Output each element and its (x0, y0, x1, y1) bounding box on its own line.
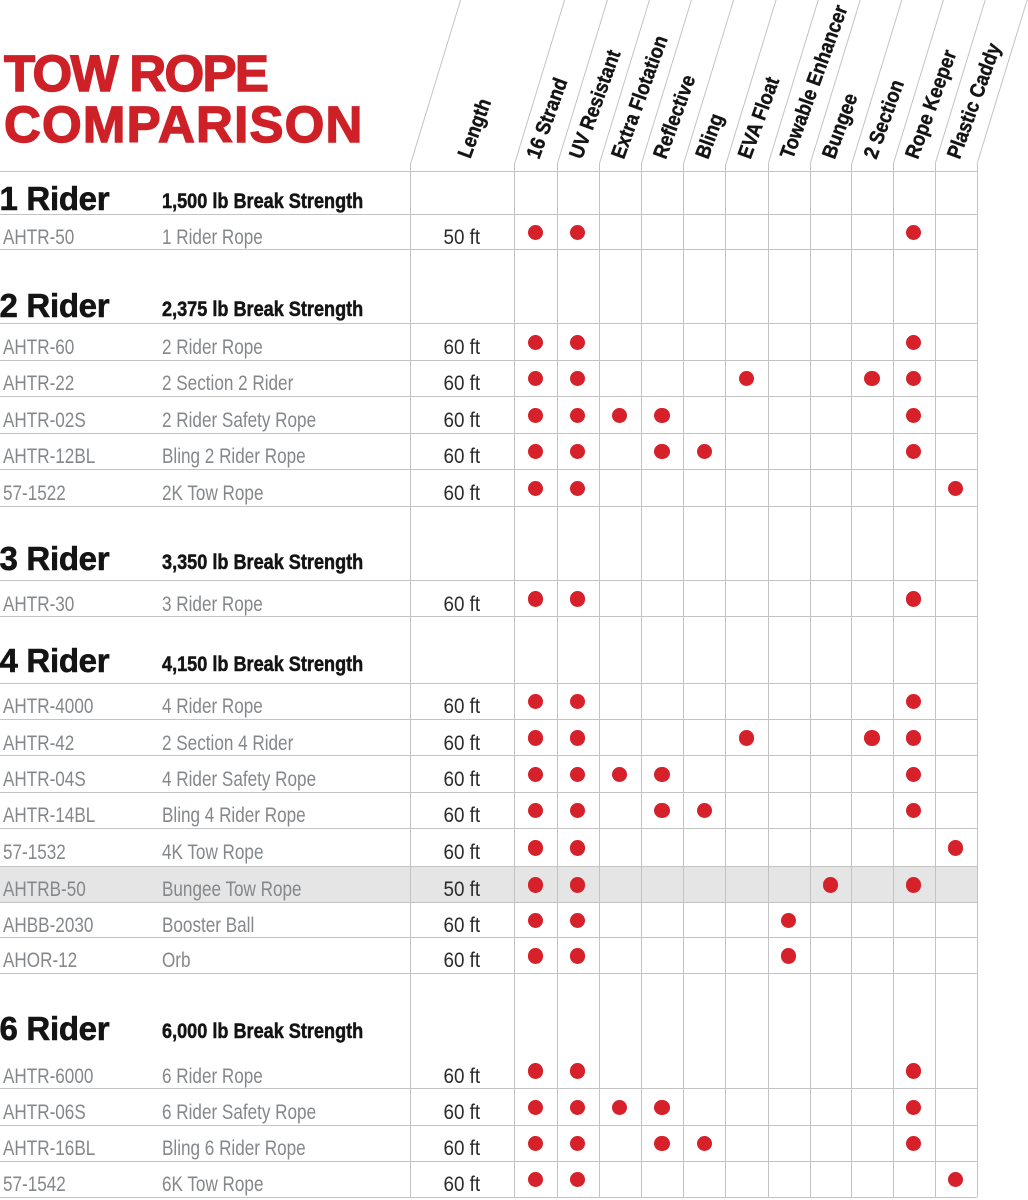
svg-text:Length: Length (454, 96, 497, 162)
svg-text:16 Strand: 16 Strand (522, 75, 572, 162)
svg-text:Bling: Bling (691, 111, 729, 162)
